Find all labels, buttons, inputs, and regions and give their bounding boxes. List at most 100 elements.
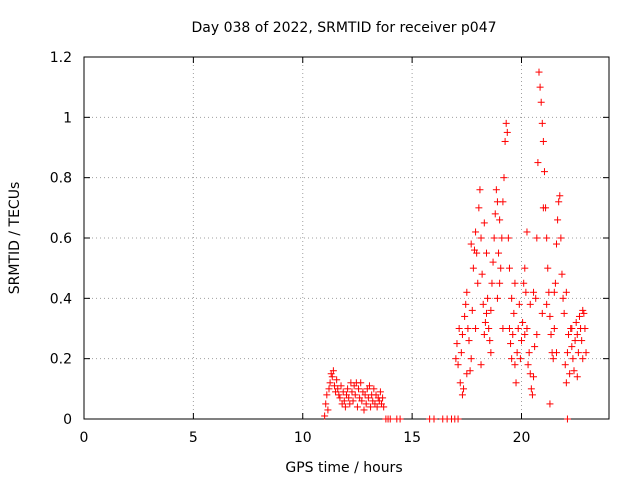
chart-title: Day 038 of 2022, SRMTID for receiver p04…: [191, 20, 496, 36]
data-point: [504, 234, 512, 242]
data-point: [554, 216, 562, 224]
data-point: [563, 349, 571, 357]
x-tick-label: 20: [513, 430, 531, 446]
data-point: [513, 349, 521, 357]
data-point: [518, 337, 525, 345]
data-point: [330, 382, 338, 390]
data-point: [483, 249, 490, 257]
data-point: [582, 349, 590, 357]
data-point: [539, 204, 547, 212]
data-point: [457, 349, 465, 357]
data-point: [547, 331, 555, 339]
data-point: [581, 325, 589, 332]
data-point: [337, 382, 345, 390]
data-point: [556, 192, 564, 200]
data-point: [488, 279, 496, 287]
data-point: [574, 349, 582, 357]
data-point: [531, 343, 539, 351]
data-point: [344, 385, 352, 393]
data-point: [489, 258, 497, 266]
data-point: [546, 400, 554, 408]
data-point: [463, 370, 471, 378]
data-point: [328, 373, 336, 381]
data-point: [528, 391, 536, 399]
data-point: [561, 361, 569, 369]
x-tick-label: 0: [80, 430, 89, 446]
data-point: [497, 264, 505, 272]
data-point: [530, 373, 538, 381]
data-point: [521, 331, 529, 339]
data-point: [544, 264, 552, 272]
data-point: [495, 249, 503, 257]
data-point: [527, 385, 535, 393]
data-point: [559, 294, 567, 302]
data-point: [540, 168, 548, 176]
data-point: [560, 309, 568, 317]
data-point: [480, 331, 488, 339]
data-point: [477, 234, 485, 242]
data-point: [557, 234, 565, 242]
data-point: [503, 128, 511, 136]
data-point: [370, 385, 378, 393]
data-point: [555, 198, 563, 206]
data-point: [472, 228, 480, 236]
data-point: [474, 279, 482, 287]
y-tick-label: 0.8: [50, 171, 72, 187]
data-point: [336, 394, 344, 402]
data-point: [463, 288, 471, 296]
data-point: [514, 325, 522, 332]
data-point: [351, 391, 359, 399]
data-point: [321, 412, 329, 420]
data-point: [452, 355, 460, 363]
data-point: [465, 337, 473, 345]
plot-frame: [83, 56, 610, 420]
data-point: [523, 325, 531, 332]
data-point: [353, 403, 361, 411]
data-point: [456, 379, 464, 387]
data-point: [524, 361, 532, 369]
data-point: [481, 318, 489, 326]
data-point: [490, 234, 498, 242]
data-point: [534, 159, 542, 167]
data-point: [379, 394, 387, 402]
data-point: [325, 385, 333, 393]
data-point: [487, 306, 495, 314]
data-point: [563, 415, 571, 423]
data-point: [553, 349, 560, 357]
y-tick-label: 0.2: [50, 352, 72, 368]
data-point: [501, 137, 509, 145]
data-point: [526, 370, 534, 378]
data-point: [324, 406, 332, 414]
data-point: [454, 415, 462, 423]
x-tick-label: 5: [189, 430, 198, 446]
y-tick-label: 0.6: [50, 231, 72, 247]
data-point: [579, 306, 587, 314]
data-point: [510, 309, 518, 317]
data-point: [496, 216, 504, 224]
data-point: [580, 309, 588, 317]
data-point: [467, 355, 475, 363]
data-point: [335, 391, 343, 399]
data-point: [355, 385, 363, 393]
data-point: [550, 288, 558, 296]
data-point: [519, 318, 527, 326]
data-point: [346, 400, 354, 408]
data-point: [523, 228, 531, 236]
x-axis-label: GPS time / hours: [285, 460, 402, 476]
data-point: [573, 331, 581, 339]
data-point: [455, 325, 463, 332]
data-point: [479, 300, 487, 308]
data-point: [364, 394, 372, 402]
data-point: [340, 397, 348, 405]
data-point: [483, 309, 490, 317]
data-point: [522, 288, 530, 296]
data-point: [358, 397, 366, 405]
data-point: [538, 309, 546, 317]
data-point: [508, 355, 516, 363]
data-point: [579, 355, 587, 363]
data-point: [566, 370, 574, 378]
y-tick-label: 1.2: [50, 50, 72, 66]
data-point: [500, 174, 508, 182]
data-point: [572, 318, 580, 326]
data-point: [333, 376, 341, 384]
